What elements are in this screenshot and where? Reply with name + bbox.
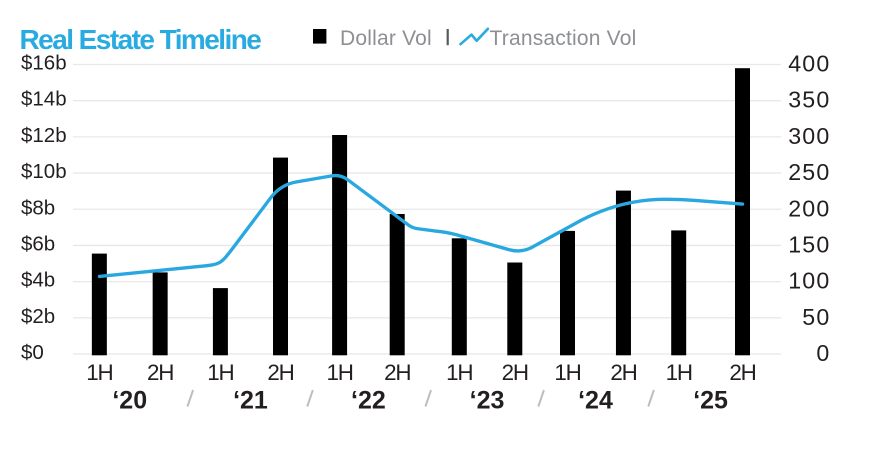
svg-text:$0: $0 <box>21 341 44 364</box>
svg-text:350: 350 <box>788 87 830 113</box>
svg-text:250: 250 <box>788 159 830 185</box>
svg-text:0: 0 <box>816 340 830 366</box>
svg-text:2H: 2H <box>384 360 410 385</box>
svg-text:$2b: $2b <box>21 305 55 328</box>
svg-text:‘25: ‘25 <box>693 387 728 415</box>
svg-text:1H: 1H <box>207 360 233 385</box>
svg-text:$12b: $12b <box>21 124 67 147</box>
svg-text:Real Estate Timeline: Real Estate Timeline <box>20 24 262 55</box>
svg-text:2H: 2H <box>267 360 293 385</box>
svg-text:300: 300 <box>788 123 830 149</box>
svg-text:$14b: $14b <box>21 88 67 111</box>
svg-text:50: 50 <box>802 304 830 330</box>
svg-text:$10b: $10b <box>21 160 67 183</box>
svg-text:‘20: ‘20 <box>112 387 147 415</box>
svg-text:‘21: ‘21 <box>233 387 268 415</box>
svg-text:Dollar Vol: Dollar Vol <box>340 27 432 50</box>
svg-text:$16b: $16b <box>21 52 67 75</box>
svg-text:2H: 2H <box>610 360 636 385</box>
svg-text:‘24: ‘24 <box>578 387 613 415</box>
svg-text:1H: 1H <box>326 360 352 385</box>
svg-text:2H: 2H <box>147 360 173 385</box>
svg-text:2H: 2H <box>502 360 528 385</box>
svg-text:2H: 2H <box>729 360 755 385</box>
svg-text:1H: 1H <box>666 360 692 385</box>
svg-text:‘23: ‘23 <box>470 387 505 415</box>
svg-text:$8b: $8b <box>21 196 55 219</box>
svg-text:100: 100 <box>788 268 830 294</box>
svg-text:1H: 1H <box>446 360 472 385</box>
svg-text:200: 200 <box>788 195 830 221</box>
svg-text:1H: 1H <box>86 360 112 385</box>
svg-text:$6b: $6b <box>21 232 55 255</box>
svg-text:‘22: ‘22 <box>351 387 386 415</box>
svg-text:$4b: $4b <box>21 269 55 292</box>
svg-text:150: 150 <box>788 231 830 257</box>
svg-text:400: 400 <box>788 51 830 77</box>
svg-text:Transaction Vol: Transaction Vol <box>490 27 637 50</box>
svg-text:1H: 1H <box>554 360 580 385</box>
